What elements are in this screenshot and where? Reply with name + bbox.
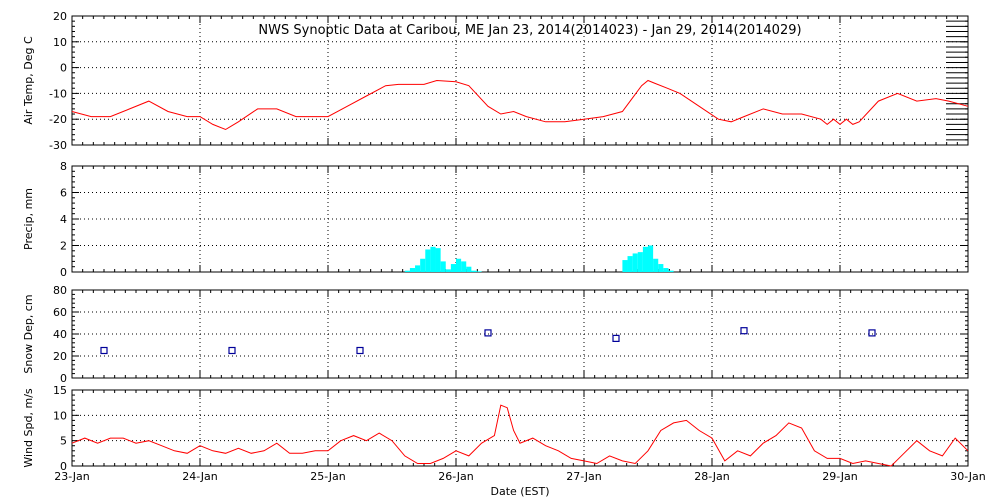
y-tick-label: 60: [53, 306, 67, 319]
precip-bar: [409, 268, 416, 272]
x-tick-label: 24-Jan: [182, 470, 218, 483]
y-tick-label: 40: [53, 328, 67, 341]
y-tick-label: 4: [60, 213, 67, 226]
y-tick-label: 5: [60, 435, 67, 448]
y-tick-label: 15: [53, 384, 67, 397]
snow-depth-point: [612, 334, 620, 342]
precip-bar: [668, 270, 674, 272]
precip-panel: 8 6 4 2 0 Precip, mm: [22, 160, 969, 279]
precip-bar: [476, 271, 482, 272]
snow-depth-panel: 80 60 40 20 0 Snow Dep, cm: [22, 284, 969, 385]
precip-bar: [632, 253, 638, 272]
y-tick-label: 0: [60, 460, 67, 473]
precip-bar: [471, 270, 477, 272]
precip-bar: [627, 256, 633, 272]
y-tick-label: 20: [53, 350, 67, 363]
wind-speed-frame: [71, 389, 969, 467]
y-tick-label: 10: [53, 409, 67, 422]
air-temp-panel: 20 10 0 -10 -20 -30 Air Temp, Deg C: [22, 10, 969, 152]
precip-bar: [642, 246, 648, 272]
y-tick-label: 0: [60, 372, 67, 385]
precip-bar: [461, 261, 467, 272]
x-axis-label: Date (EST): [490, 485, 549, 498]
snow-depth-point: [484, 329, 492, 337]
precip-bar: [637, 252, 643, 272]
precip-bar: [456, 258, 462, 272]
y-tick-label: -20: [49, 113, 67, 126]
x-tick-label: 27-Jan: [566, 470, 602, 483]
x-tick-label: 29-Jan: [822, 470, 858, 483]
precip-bar: [430, 246, 436, 272]
x-tick-label: 26-Jan: [438, 470, 474, 483]
air-temp-y-axis-label: Air Temp, Deg C: [22, 36, 35, 125]
y-tick-label: 2: [60, 240, 67, 253]
wind-speed-panel: 15 10 5 0 Wind Spd, m/s: [22, 384, 969, 473]
precip-bar: [415, 265, 421, 272]
wind-speed-series-line: [71, 404, 969, 467]
y-tick-label: 20: [53, 10, 67, 23]
precip-bar: [653, 258, 659, 272]
x-tick-label: 30-Jan: [950, 470, 986, 483]
precip-bar: [445, 269, 451, 272]
precip-bar: [404, 270, 410, 272]
precip-bar: [663, 268, 669, 272]
precip-y-axis-label: Precip, mm: [22, 188, 35, 250]
air-temp-series-line: [71, 79, 969, 131]
snow-depth-point: [868, 329, 876, 337]
y-tick-label: -30: [49, 139, 67, 152]
wind-speed-y-axis-label: Wind Spd, m/s: [22, 388, 35, 468]
snow-depth-point: [100, 346, 108, 355]
precip-bar: [425, 249, 431, 272]
snow-depth-point: [356, 346, 364, 355]
precip-bar: [450, 264, 456, 272]
snow-depth-y-axis-label: Snow Dep, cm: [22, 294, 35, 373]
y-tick-label: 10: [53, 36, 67, 49]
precip-bar: [440, 261, 446, 272]
x-tick-label: 23-Jan: [54, 470, 90, 483]
y-tick-label: 8: [60, 160, 67, 173]
precip-bar: [648, 245, 654, 272]
precip-bar: [658, 264, 664, 272]
y-tick-label: 6: [60, 187, 67, 200]
x-tick-label: 28-Jan: [694, 470, 730, 483]
chart-title: NWS Synoptic Data at Caribou, ME Jan 23,…: [258, 23, 801, 38]
precip-bar: [622, 260, 628, 272]
x-tick-label: 25-Jan: [310, 470, 346, 483]
y-tick-label: -10: [49, 87, 67, 100]
precip-bar: [435, 248, 441, 272]
y-tick-label: 0: [60, 62, 67, 75]
x-tick-labels: 23-Jan 24-Jan 25-Jan 26-Jan 27-Jan 28-Jan 29-J…: [54, 470, 986, 483]
y-tick-label: 80: [53, 284, 67, 297]
precip-bar: [420, 258, 426, 272]
y-tick-label: 0: [60, 266, 67, 279]
precip-bar: [466, 266, 472, 272]
snow-depth-point: [740, 327, 748, 335]
snow-depth-point: [228, 346, 236, 355]
